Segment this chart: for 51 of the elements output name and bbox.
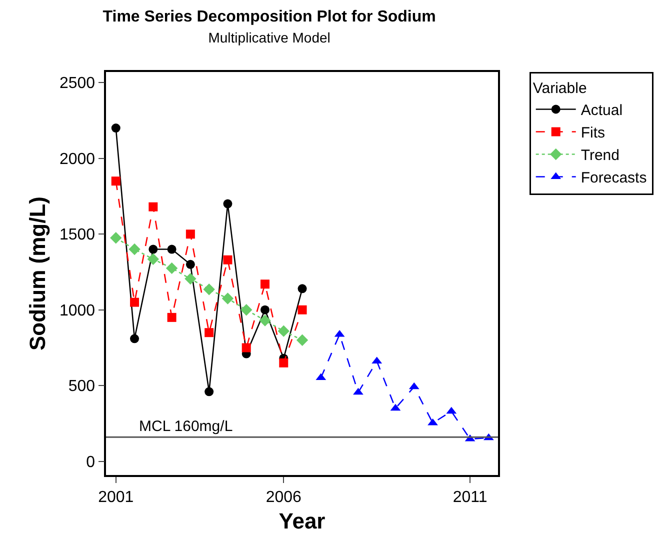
y-tick-label: 0: [86, 454, 96, 471]
chart-subtitle: Multiplicative Model: [208, 29, 330, 46]
point: [148, 244, 158, 254]
legend-title: Variable: [532, 80, 587, 97]
x-axis-title: Year: [278, 508, 326, 534]
point: [222, 292, 234, 304]
y-tick-label: 500: [68, 378, 96, 396]
point: [130, 334, 140, 344]
y-tick-label: 2000: [59, 150, 96, 168]
y-axis-title: Sodium (mg/L): [24, 196, 50, 350]
point: [259, 314, 271, 326]
point: [167, 244, 176, 254]
legend-label: Actual: [580, 102, 623, 120]
point: [298, 305, 307, 314]
y-tick-label: 1000: [59, 302, 96, 320]
point: [111, 176, 120, 186]
x-tick-label: 2006: [266, 488, 302, 506]
point: [223, 255, 232, 264]
x-tick-label: 2011: [452, 488, 488, 506]
point: [223, 199, 232, 208]
point: [203, 284, 215, 296]
point: [279, 358, 288, 368]
point: [166, 262, 178, 274]
point: [167, 312, 176, 322]
point: [110, 232, 122, 244]
legend-label: Fits: [580, 124, 606, 142]
point: [184, 272, 196, 285]
point: [240, 304, 252, 316]
ref-line-label: MCL 160mg/L: [139, 418, 233, 435]
chart-title: Time Series Decomposition Plot for Sodium: [102, 8, 436, 26]
point: [296, 334, 308, 346]
point: [204, 328, 214, 338]
point: [111, 124, 120, 133]
point: [353, 388, 364, 395]
point: [278, 325, 290, 337]
point: [186, 260, 195, 269]
point: [147, 253, 160, 265]
point: [260, 280, 270, 289]
point: [204, 387, 214, 396]
legend-label: Trend: [580, 147, 620, 164]
point: [128, 243, 140, 256]
y-tick-label: 2500: [59, 75, 96, 92]
point: [130, 298, 140, 307]
point: [260, 305, 270, 314]
point: [298, 284, 307, 294]
point: [242, 343, 251, 352]
y-tick-label: 1500: [59, 226, 96, 244]
x-tick-label: 2001: [98, 488, 134, 506]
legend-label: Forecasts: [580, 170, 647, 187]
point: [186, 230, 195, 239]
point: [148, 202, 158, 212]
